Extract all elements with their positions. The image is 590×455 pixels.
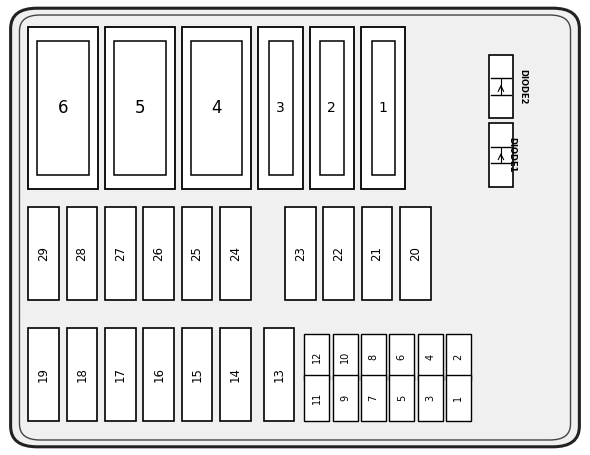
Bar	[143, 328, 174, 421]
Text: DIODE2: DIODE2	[518, 69, 527, 104]
Text: 17: 17	[114, 367, 127, 382]
Text: 2: 2	[327, 101, 336, 115]
Text: 4: 4	[211, 99, 222, 117]
Bar	[361, 375, 386, 421]
Text: 16: 16	[152, 367, 165, 382]
Bar	[28, 328, 59, 421]
Bar	[418, 334, 442, 380]
Text: 5: 5	[135, 99, 145, 117]
Text: 6: 6	[58, 99, 68, 117]
Bar	[362, 207, 392, 300]
Bar	[220, 207, 251, 300]
Bar	[182, 207, 212, 300]
Bar	[489, 123, 513, 187]
Text: 27: 27	[114, 246, 127, 261]
Text: 4: 4	[425, 354, 435, 360]
Bar	[323, 207, 354, 300]
Text: 21: 21	[371, 246, 384, 261]
Bar	[372, 41, 395, 175]
Bar	[28, 207, 59, 300]
Bar	[258, 27, 303, 189]
Bar	[114, 41, 166, 175]
Text: 9: 9	[340, 395, 350, 401]
Text: 11: 11	[312, 392, 322, 404]
Bar	[105, 27, 175, 189]
Text: 14: 14	[229, 367, 242, 382]
Bar	[28, 27, 98, 189]
Bar	[418, 375, 442, 421]
Text: DIODE1: DIODE1	[507, 137, 517, 172]
Bar	[269, 41, 293, 175]
Text: 28: 28	[76, 246, 88, 261]
Bar	[304, 334, 329, 380]
Bar	[389, 334, 414, 380]
Text: 15: 15	[191, 367, 204, 382]
Bar	[105, 328, 136, 421]
Bar	[105, 207, 136, 300]
Bar	[182, 328, 212, 421]
FancyBboxPatch shape	[19, 15, 571, 440]
Bar	[67, 207, 97, 300]
Bar	[333, 334, 358, 380]
Text: 2: 2	[454, 354, 463, 360]
Text: 26: 26	[152, 246, 165, 261]
Bar	[361, 334, 386, 380]
Text: 10: 10	[340, 351, 350, 363]
Bar	[400, 207, 431, 300]
Bar	[304, 375, 329, 421]
Bar	[37, 41, 89, 175]
Bar	[285, 207, 316, 300]
Bar	[264, 328, 294, 421]
Text: 20: 20	[409, 246, 422, 261]
Text: 23: 23	[294, 246, 307, 261]
Text: 3: 3	[425, 395, 435, 401]
Text: 18: 18	[76, 367, 88, 382]
Text: 29: 29	[37, 246, 50, 261]
Bar	[143, 207, 174, 300]
Text: 19: 19	[37, 367, 50, 382]
Bar	[320, 41, 344, 175]
Bar	[220, 328, 251, 421]
Text: 25: 25	[191, 246, 204, 261]
Text: 12: 12	[312, 351, 322, 364]
Bar	[67, 328, 97, 421]
Text: 1: 1	[454, 395, 463, 401]
Bar	[389, 375, 414, 421]
Bar	[446, 375, 471, 421]
Bar	[333, 375, 358, 421]
Text: 3: 3	[276, 101, 285, 115]
Bar	[310, 27, 354, 189]
Text: 22: 22	[332, 246, 345, 261]
FancyBboxPatch shape	[11, 8, 579, 447]
Bar	[361, 27, 405, 189]
Text: 5: 5	[397, 395, 407, 401]
Text: 7: 7	[369, 395, 378, 401]
Text: 8: 8	[369, 354, 378, 360]
Text: 1: 1	[379, 101, 388, 115]
Bar	[182, 27, 251, 189]
Bar	[446, 334, 471, 380]
Text: 6: 6	[397, 354, 407, 360]
Text: 13: 13	[273, 367, 286, 382]
Text: 24: 24	[229, 246, 242, 261]
Bar	[489, 55, 513, 118]
Bar	[191, 41, 242, 175]
